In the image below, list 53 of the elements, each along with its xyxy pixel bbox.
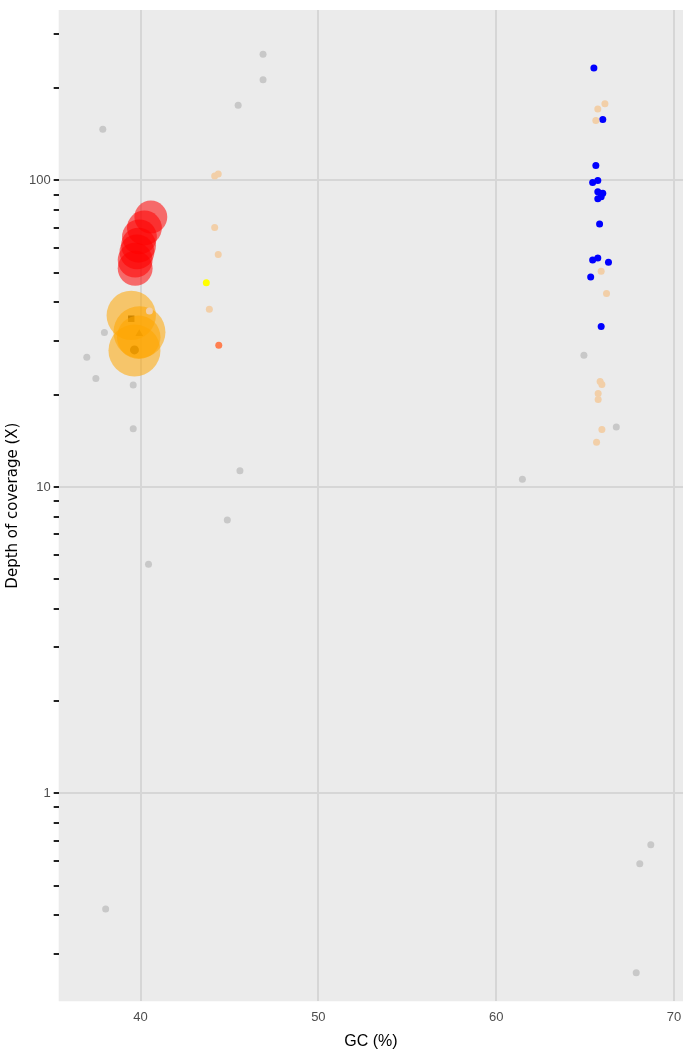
point	[594, 389, 602, 397]
point	[92, 374, 100, 382]
point	[597, 322, 605, 330]
point	[102, 905, 110, 913]
point	[100, 329, 108, 337]
point	[129, 381, 137, 389]
point	[598, 426, 606, 434]
point	[234, 101, 242, 109]
y-tick-label: 100	[28, 172, 51, 188]
point	[145, 560, 153, 568]
point	[599, 116, 607, 124]
x-tick-label: 50	[311, 1008, 326, 1024]
point	[589, 178, 597, 186]
x-tick-label: 60	[489, 1008, 504, 1024]
x-tick-label: 40	[133, 1008, 148, 1024]
point	[594, 395, 602, 403]
point	[647, 841, 655, 849]
y-tick-label: 10	[36, 478, 51, 494]
point	[580, 351, 588, 359]
y-tick-label: 1	[43, 785, 51, 801]
point	[214, 251, 222, 259]
point	[601, 100, 609, 108]
x-axis-title: GC (%)	[344, 1031, 398, 1049]
point	[590, 64, 598, 72]
point	[589, 256, 597, 264]
point	[129, 425, 137, 433]
point	[597, 267, 605, 275]
point	[603, 289, 611, 297]
point	[596, 220, 604, 228]
point	[612, 423, 620, 431]
y-axis-title: Depth of coverage (X)	[2, 422, 21, 589]
point	[593, 438, 601, 446]
point	[211, 223, 219, 231]
point	[587, 273, 595, 281]
point	[223, 516, 231, 524]
point	[594, 105, 602, 113]
point	[236, 467, 244, 475]
point	[99, 125, 107, 133]
point	[215, 341, 223, 349]
point	[636, 860, 644, 868]
point	[632, 969, 640, 977]
point	[592, 161, 600, 169]
point	[259, 76, 267, 84]
point	[604, 258, 612, 266]
point	[259, 50, 267, 58]
point	[205, 305, 213, 313]
point	[202, 279, 210, 287]
point	[129, 345, 139, 355]
point	[145, 307, 153, 315]
x-tick-label: 70	[666, 1008, 682, 1024]
point	[518, 475, 526, 483]
point	[83, 353, 91, 361]
point	[592, 116, 600, 124]
